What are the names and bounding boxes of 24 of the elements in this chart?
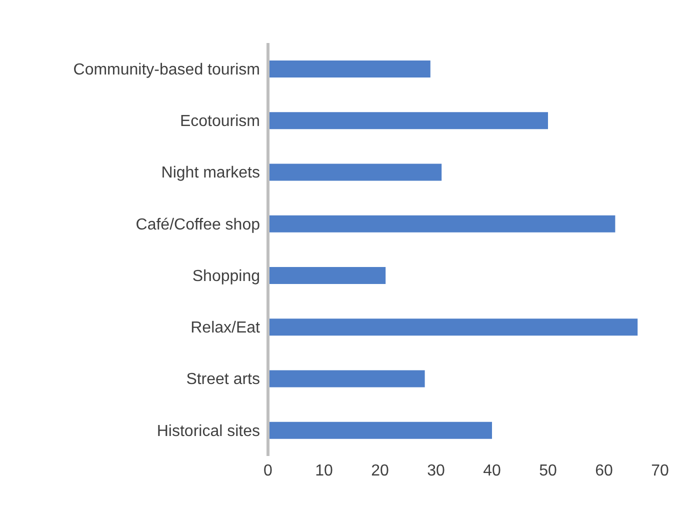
x-tick-label: 30 [427,462,445,480]
x-tick-label: 10 [315,462,333,480]
y-tick-label: Shopping [192,268,260,285]
bar [268,318,638,336]
y-tick-label: Relax/Eat [190,320,261,337]
x-tick-label: 60 [595,462,613,480]
y-tick-label: Ecotourism [180,113,260,130]
y-tick-label: Street arts [186,371,260,388]
bar [268,370,425,388]
y-tick-label: Community-based tourism [73,61,260,78]
x-tick-label: 70 [651,462,669,480]
x-tick-label: 20 [371,462,389,480]
x-tick-label: 0 [264,462,273,480]
y-tick-label: Café/Coffee shop [136,216,260,234]
bar [268,112,548,130]
bar [268,164,442,181]
x-tick-label: 40 [483,462,501,480]
x-tick-label: 50 [539,462,557,480]
bar [268,267,386,284]
y-tick-label: Historical sites [156,422,260,440]
y-tick-label: Night markets [161,164,260,182]
bar [268,215,616,232]
bar [268,422,492,439]
bar [268,60,430,78]
